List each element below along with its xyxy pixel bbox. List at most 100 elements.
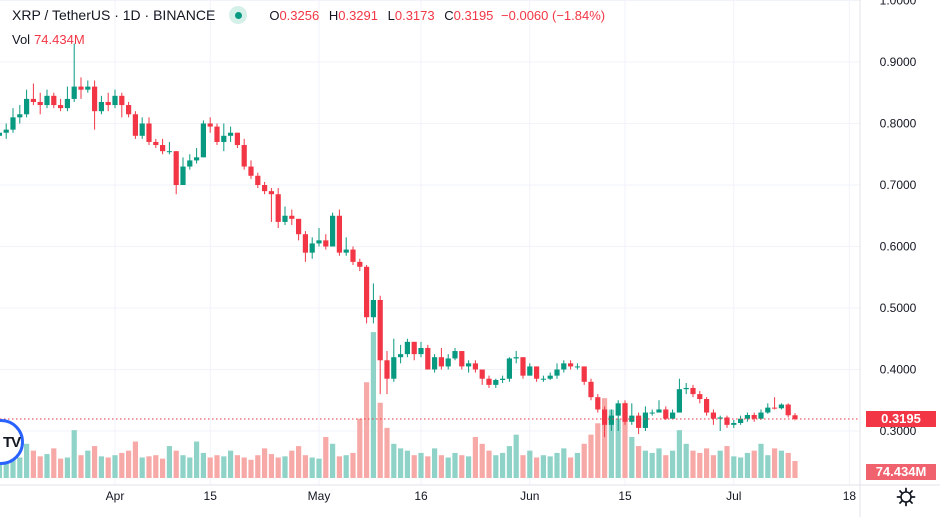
symbol-title[interactable]: XRP / TetherUS · 1D · BINANCE: [12, 7, 216, 23]
candle-body: [608, 415, 614, 425]
candle-body: [792, 415, 798, 420]
volume-bar: [506, 446, 512, 478]
candle: [126, 101, 132, 118]
volume-bar: [357, 418, 363, 478]
candle-body: [663, 409, 669, 419]
volume-bar: [411, 455, 417, 478]
candle: [751, 412, 757, 422]
candle-body: [670, 412, 676, 419]
candle: [248, 160, 254, 179]
candle: [588, 378, 594, 401]
candle: [132, 111, 138, 139]
candle: [92, 80, 98, 130]
volume-bar: [126, 450, 132, 478]
candle-body: [547, 375, 553, 379]
market-status-icon[interactable]: [229, 6, 248, 24]
candle-body: [132, 114, 138, 136]
volume-bar: [459, 455, 465, 478]
candle-body: [302, 234, 308, 253]
high-label: H: [328, 7, 339, 23]
volume-bar: [0, 458, 2, 478]
volume-bar: [710, 455, 716, 478]
price-tick-label: 0.5000: [880, 301, 917, 315]
ohlc-values: O0.3256 H0.3291 L0.3173 C0.3195 −0.0060 …: [263, 8, 605, 23]
candle-body: [568, 363, 574, 367]
candle: [656, 400, 662, 413]
price-tick-label: 0.4000: [880, 363, 917, 377]
candle: [370, 283, 376, 324]
candle-body: [744, 415, 750, 419]
candle: [71, 43, 77, 102]
volume-bar: [438, 455, 444, 478]
candle: [493, 378, 499, 388]
candle: [568, 360, 574, 370]
candle: [697, 391, 703, 404]
candle: [676, 378, 682, 413]
candle-body: [78, 86, 84, 90]
candle-body: [438, 357, 444, 367]
candle-body: [180, 166, 186, 185]
candle: [234, 132, 240, 149]
candle-body: [10, 117, 16, 130]
candle-body: [275, 194, 281, 222]
volume-bar: [309, 457, 315, 478]
volume-bar: [248, 459, 254, 478]
volume-bar: [24, 443, 30, 478]
candle: [200, 120, 206, 158]
candle: [404, 338, 410, 358]
candle: [214, 123, 220, 146]
candle-body: [248, 166, 254, 176]
volume-bar: [384, 427, 390, 478]
volume-bar: [255, 455, 261, 478]
volume-bar: [370, 332, 376, 478]
candle-body: [704, 399, 710, 413]
volume-bar: [105, 457, 111, 478]
candle: [411, 341, 417, 361]
volume-bar: [574, 452, 580, 478]
time-tick-label: 15: [618, 489, 632, 503]
price-axis[interactable]: 0.3000 0.4000 0.5000 0.6000 0.7000 0.8000 0.90…: [880, 0, 917, 438]
candle: [629, 403, 635, 425]
candle-body: [316, 240, 322, 244]
candle: [554, 363, 560, 379]
candle: [17, 105, 23, 124]
volume-bar: [479, 443, 485, 478]
volume-bar: [153, 455, 159, 478]
volume-bar: [636, 446, 642, 478]
candle-body: [357, 261, 363, 267]
volume-bar: [568, 457, 574, 478]
candle: [139, 117, 145, 139]
volume-bar: [425, 456, 431, 478]
candle: [316, 228, 322, 247]
volume-bar: [64, 457, 70, 478]
time-axis[interactable]: Apr 15 May 16 Jun 15 Jul 18: [106, 489, 857, 503]
candle: [778, 403, 784, 410]
candle: [343, 237, 349, 256]
candle-body: [194, 157, 200, 161]
candle: [561, 360, 567, 373]
candle: [153, 138, 159, 149]
candle: [738, 415, 744, 425]
gear-icon[interactable]: [896, 487, 916, 507]
candle: [78, 77, 84, 99]
candle-body: [622, 403, 628, 422]
candle: [438, 347, 444, 370]
candle-body: [445, 358, 451, 367]
candle-body: [581, 366, 587, 382]
candle: [302, 231, 308, 262]
volume-bar: [493, 455, 499, 478]
candle: [663, 406, 669, 420]
time-tick-label: 15: [204, 489, 218, 503]
candle: [119, 92, 125, 118]
volume-bar: [534, 457, 540, 478]
candle-body: [105, 101, 111, 106]
volume-bar: [391, 443, 397, 478]
candle-body: [710, 412, 716, 419]
candle: [602, 406, 608, 438]
candle-body: [30, 98, 36, 102]
volume-bar: [608, 409, 614, 478]
candle: [268, 188, 274, 222]
candle: [717, 415, 723, 431]
candle: [336, 209, 342, 256]
